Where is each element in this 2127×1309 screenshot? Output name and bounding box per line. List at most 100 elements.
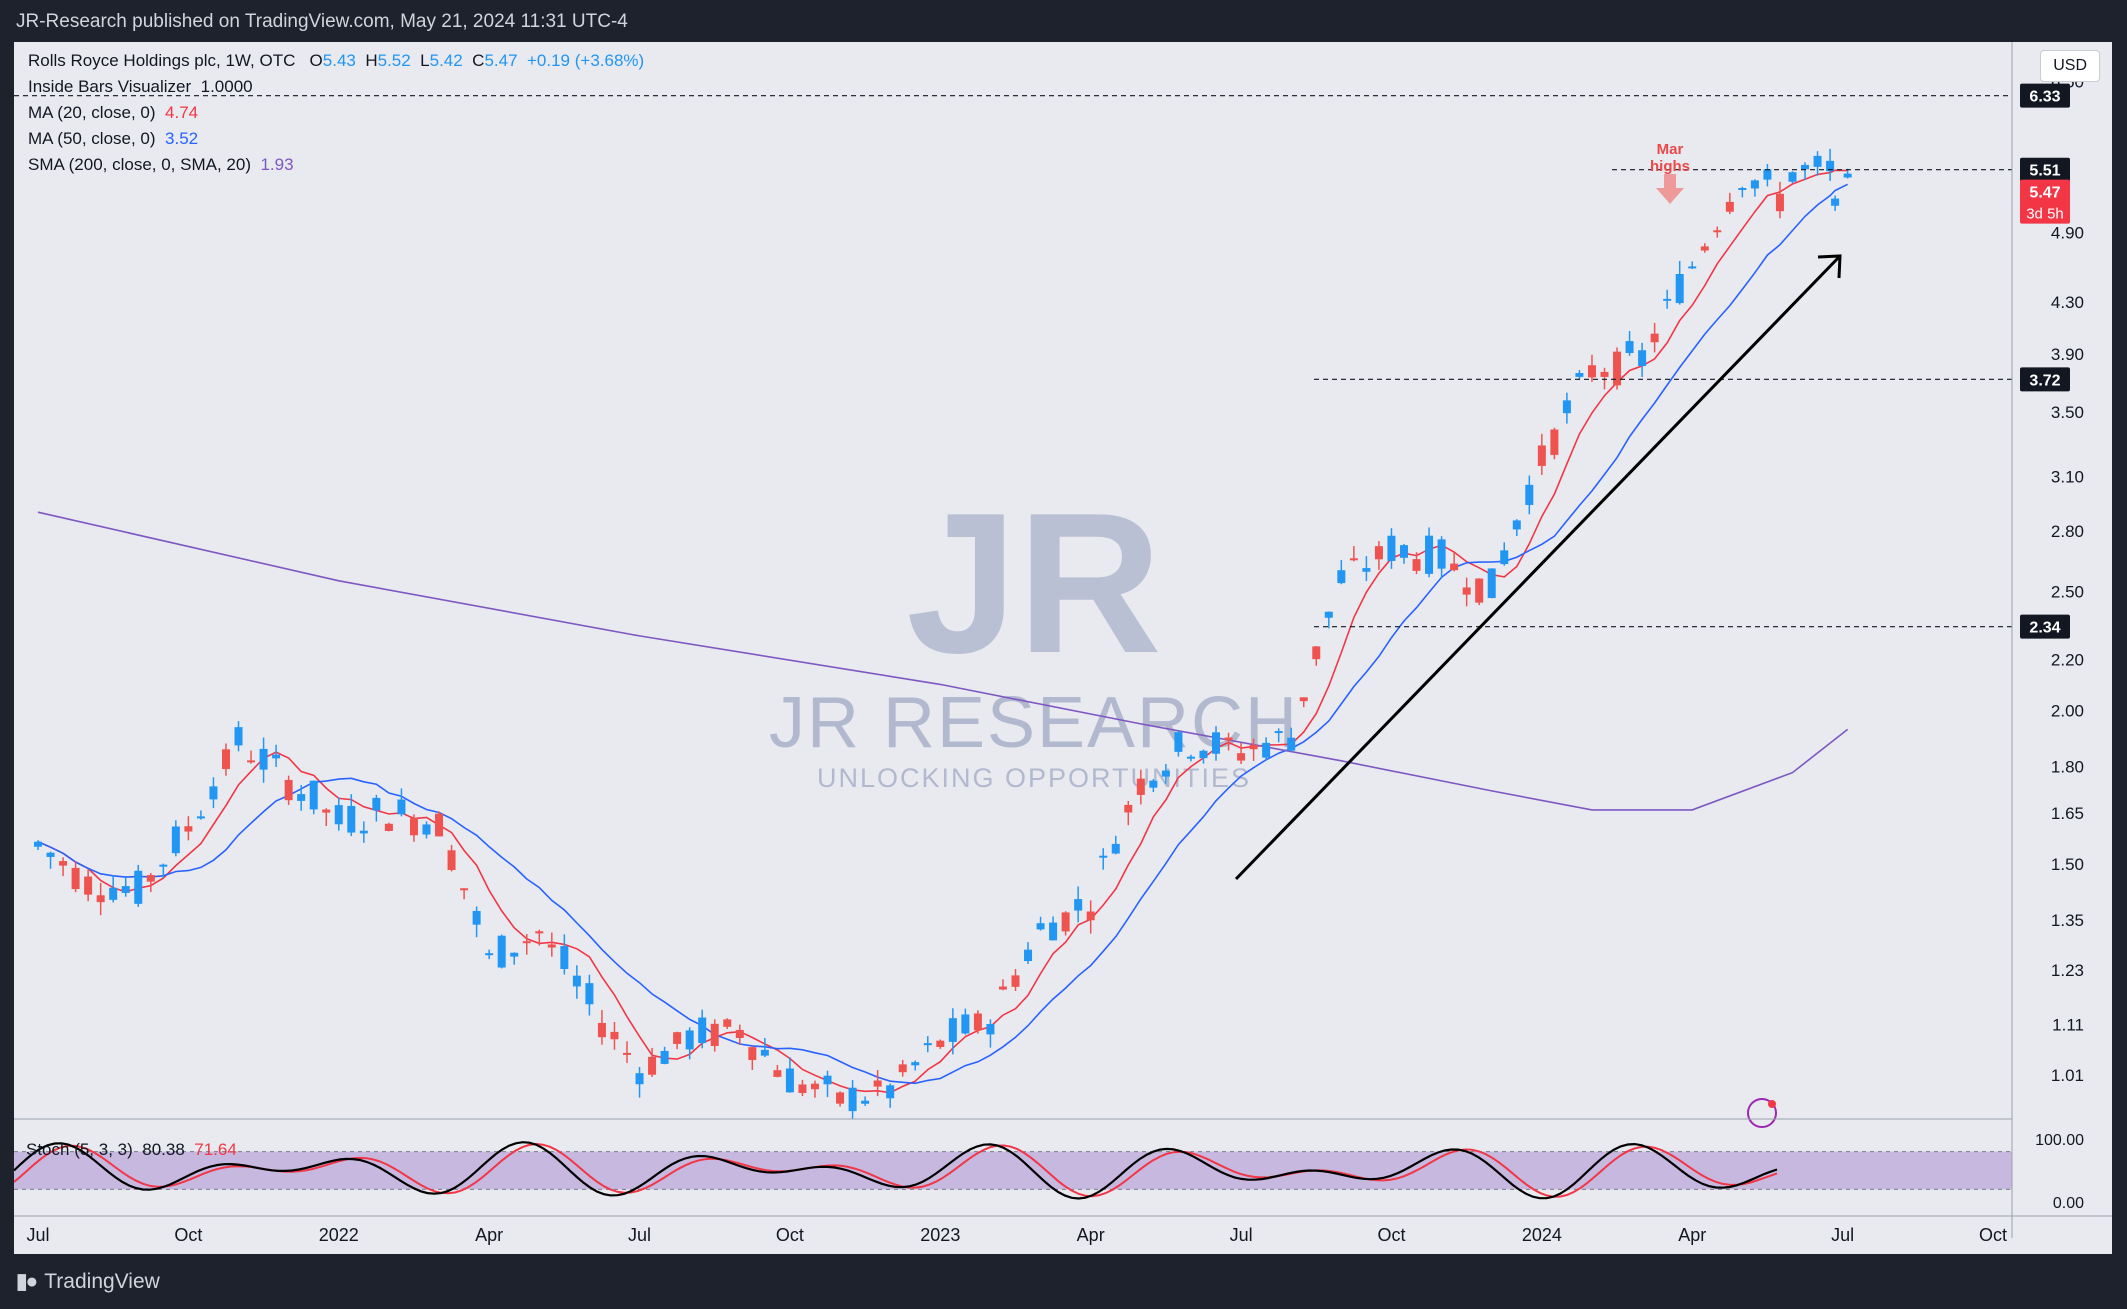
- y-tick-label: 1.50: [2051, 855, 2084, 874]
- footer: ▮● TradingView: [0, 1254, 2127, 1309]
- candle-body: [334, 805, 343, 825]
- ohlc-o-label: O: [309, 51, 323, 70]
- candle-body: [948, 1018, 957, 1042]
- candle-body: [171, 826, 180, 854]
- y-tick-label: 3.90: [2051, 345, 2084, 364]
- candle-body: [1249, 744, 1258, 750]
- y-tick-label: 4.90: [2051, 223, 2084, 242]
- candle-body: [84, 876, 93, 895]
- sma200-label: SMA (200, close, 0, SMA, 20): [28, 155, 251, 174]
- candle-body: [1801, 164, 1810, 170]
- watermark-name: JR RESEARCH: [769, 683, 1299, 763]
- legend-sma200[interactable]: SMA (200, close, 0, SMA, 20) 1.93: [28, 152, 644, 178]
- candle-body: [184, 826, 193, 832]
- candle-body: [59, 861, 68, 866]
- candle-body: [1725, 201, 1734, 212]
- candle-body: [785, 1068, 794, 1093]
- candle-body: [522, 941, 531, 944]
- candle-body: [510, 952, 519, 957]
- stoch-d-line: [14, 1142, 1778, 1198]
- candle-body: [1399, 545, 1408, 558]
- candle-body: [923, 1043, 932, 1046]
- sma200-value: 1.93: [260, 155, 294, 174]
- stoch-tick-label: 100.00: [2035, 1132, 2084, 1149]
- price-label-value: 2.34: [2029, 620, 2060, 637]
- candle-body: [798, 1084, 807, 1093]
- candle-body: [1600, 371, 1609, 377]
- candle-body: [1149, 780, 1158, 788]
- footer-brand: TradingView: [44, 1269, 160, 1293]
- ma20-label: MA (20, close, 0): [28, 103, 156, 122]
- candle-body: [46, 852, 55, 857]
- candle-body: [460, 888, 469, 891]
- candle-body: [823, 1075, 832, 1085]
- candle-body: [1700, 246, 1709, 251]
- candle-body: [973, 1013, 982, 1031]
- candle-body: [1638, 350, 1647, 366]
- candle-body: [1237, 753, 1246, 761]
- y-tick-label: 1.01: [2051, 1066, 2084, 1085]
- candle-body: [723, 1019, 732, 1027]
- sma200-line: [37, 511, 1849, 811]
- candle-body: [1450, 563, 1459, 571]
- candle-body: [1074, 899, 1083, 911]
- candle-body: [861, 1100, 870, 1104]
- legend-inside-bars[interactable]: Inside Bars Visualizer 1.0000: [28, 74, 644, 100]
- candle-body: [447, 850, 456, 870]
- legend-ma50[interactable]: MA (50, close, 0) 3.52: [28, 126, 644, 152]
- candle-body: [1186, 756, 1195, 759]
- candle-body: [1525, 484, 1534, 505]
- chart-area[interactable]: JR JR RESEARCH UNLOCKING OPPORTUNITIES Mar…: [14, 42, 2112, 1254]
- y-tick-label: 4.30: [2051, 293, 2084, 312]
- candle-body: [1750, 180, 1759, 189]
- legend-ma20[interactable]: MA (20, close, 0) 4.74: [28, 100, 644, 126]
- x-tick-label: Jul: [26, 1225, 49, 1245]
- candle-body: [1487, 568, 1496, 598]
- candle-body: [1775, 193, 1784, 212]
- ma50-line: [37, 183, 1848, 1085]
- stoch-k-line: [14, 1141, 1778, 1200]
- candle-body: [1826, 160, 1835, 172]
- x-tick-label: 2022: [319, 1225, 359, 1245]
- candle-body: [535, 931, 544, 934]
- x-tick-label: Oct: [174, 1225, 202, 1245]
- candle-body: [998, 986, 1007, 990]
- candle-body: [1412, 559, 1421, 571]
- annotation-arrow: [1656, 174, 1684, 204]
- candle-body: [547, 944, 556, 948]
- x-tick-label: Oct: [1377, 1225, 1405, 1245]
- candle-body: [597, 1022, 606, 1038]
- candle-body: [1224, 737, 1233, 741]
- candle-body: [1136, 778, 1145, 795]
- candle-body: [585, 983, 594, 1005]
- currency-button[interactable]: USD: [2040, 50, 2100, 82]
- symbol-name[interactable]: Rolls Royce Holdings plc, 1W, OTC: [28, 51, 296, 70]
- candle-body: [560, 946, 569, 969]
- x-tick-label: Apr: [1077, 1225, 1105, 1245]
- ma50-value: 3.52: [165, 129, 199, 148]
- candle-body: [1613, 351, 1622, 386]
- y-tick-label: 1.80: [2051, 758, 2084, 777]
- ohlc-low: 5.42: [429, 51, 463, 70]
- x-tick-label: Oct: [776, 1225, 804, 1245]
- candle-body: [96, 895, 105, 903]
- candle-body: [1312, 646, 1321, 660]
- candle-body: [1550, 429, 1559, 455]
- candle-body: [1362, 568, 1371, 572]
- price-label-box: [2020, 179, 2070, 224]
- candle-body: [397, 799, 406, 815]
- stoch-legend[interactable]: Stoch (5, 3, 3) 80.38 71.64: [26, 1140, 237, 1160]
- y-tick-label: 3.10: [2051, 468, 2084, 487]
- candle-body: [422, 824, 431, 835]
- candle-body: [1212, 732, 1221, 754]
- candle-body: [1688, 266, 1697, 269]
- stoch-d-value: 71.64: [194, 1140, 237, 1159]
- annotation-line1: Mar: [1657, 141, 1684, 158]
- stoch-label: Stoch (5, 3, 3): [26, 1140, 133, 1159]
- candle-body: [648, 1056, 657, 1075]
- candle-body: [623, 1052, 632, 1055]
- ohlc-change: +0.19 (+3.68%): [527, 51, 645, 70]
- chart-legend: Rolls Royce Holdings plc, 1W, OTC O5.43 …: [28, 48, 644, 178]
- candle-body: [1512, 520, 1521, 530]
